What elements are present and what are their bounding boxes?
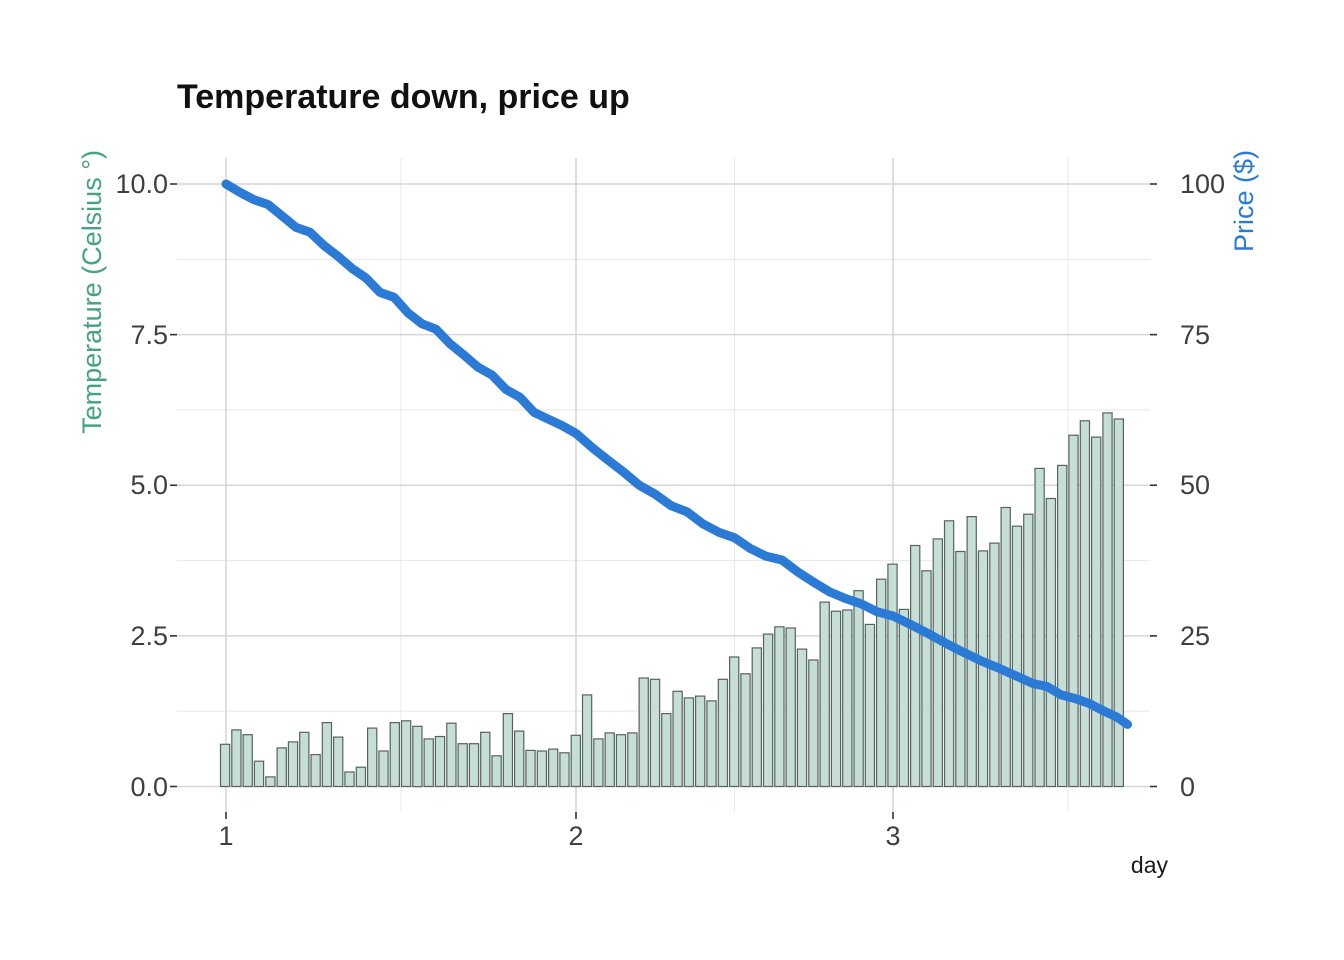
temperature-bar [694,695,706,788]
temperature-bar [615,734,627,788]
temperature-bar [253,760,265,788]
right-axis-tick-label: 100 [1180,169,1226,199]
temperature-bar [468,743,480,788]
temperature-bar [909,544,921,788]
temperature-bar [921,570,932,788]
temperature-bar [536,750,548,788]
temperature-bar [287,741,299,788]
x-axis-tick-label: 2 [568,821,584,851]
temperature-bar [604,732,615,788]
temperature-bar [808,659,819,788]
temperature-bar [276,747,287,788]
x-axis-title: day [1130,852,1168,878]
temperature-bar [547,748,559,788]
temperature-bar [943,520,955,788]
temperature-bar [513,730,525,788]
temperature-bar [559,752,570,788]
temperature-bar [932,538,944,788]
temperature-bar [400,720,412,788]
temperature-bar [1113,418,1124,788]
temperature-bar [661,712,672,788]
temperature-bar [333,736,344,788]
temperature-bar [864,623,876,788]
temperature-bar [785,627,796,788]
temperature-bar [389,721,401,788]
temperature-bar [434,735,446,788]
temperature-bar [265,776,276,788]
temperature-bar [728,656,740,788]
temperature-bar [219,743,231,788]
temperature-bar [627,732,638,788]
right-axis-title: Price ($) [1229,150,1259,253]
temperature-bar [717,678,729,788]
temperature-bar [977,550,989,788]
temperature-bar [367,727,378,788]
temperature-bar [525,749,536,788]
right-axis-tick-label: 0 [1180,771,1196,802]
temperature-bar [1000,506,1011,788]
temperature-bar [1045,497,1057,788]
temperature-bar [446,722,457,788]
temperature-bar [355,766,367,788]
temperature-bar [321,721,333,788]
temperature-bar [955,550,966,788]
temperature-bar [875,578,887,788]
temperature-bar [1056,464,1068,788]
temperature-bar [581,694,593,788]
temperature-bar [842,609,853,788]
chart-title: Temperature down, price up [177,78,630,116]
temperature-bar [819,601,830,788]
left-axis-tick-label: 7.5 [130,319,168,350]
temperature-bar [796,648,808,788]
temperature-bar [480,731,491,788]
left-axis-tick-label: 5.0 [130,470,168,501]
temperature-bar [378,750,389,788]
temperature-bar [570,734,582,788]
temperature-bar [706,700,717,788]
right-axis-tick-label: 50 [1180,470,1211,501]
left-axis-tick-label: 2.5 [130,620,168,651]
temperature-bar [1023,513,1034,788]
temperature-bar [672,690,683,788]
left-axis-tick-label: 0.0 [130,771,168,802]
temperature-bar [887,563,898,788]
temperature-bar [1102,412,1113,788]
temperature-bar [751,647,763,788]
left-axis-tick-label: 10.0 [115,169,168,199]
temperature-bar [683,697,695,788]
temperature-bar [740,673,751,788]
temperature-bar [638,677,649,788]
temperature-bar [1090,436,1102,788]
temperature-bar [1034,467,1045,788]
temperature-bar [491,755,502,788]
temperature-bar [310,753,321,788]
temperature-bar [830,610,842,788]
temperature-bar [649,678,661,788]
x-axis-tick-label: 1 [218,821,234,851]
temperature-bar [412,725,423,788]
x-axis-tick-label: 3 [885,821,901,851]
temperature-bar [774,626,785,788]
temperature-bar [344,771,355,788]
temperature-bar [423,738,434,788]
temperature-bar [231,729,242,788]
temperature-bar [1079,420,1091,788]
right-axis-tick-label: 25 [1180,620,1211,651]
temperature-bar [593,738,604,788]
temperature-bar [1011,525,1023,788]
temperature-bar [502,712,514,788]
temperature-bar [762,633,774,788]
price-line [221,179,1132,729]
temperature-bar [853,590,864,788]
temperature-bar [898,608,910,788]
temperature-bar [1068,434,1079,788]
temperature-bar [299,731,310,788]
temperature-bar [457,743,468,788]
temperature-bar [242,734,253,788]
right-axis-tick-label: 75 [1180,319,1211,350]
